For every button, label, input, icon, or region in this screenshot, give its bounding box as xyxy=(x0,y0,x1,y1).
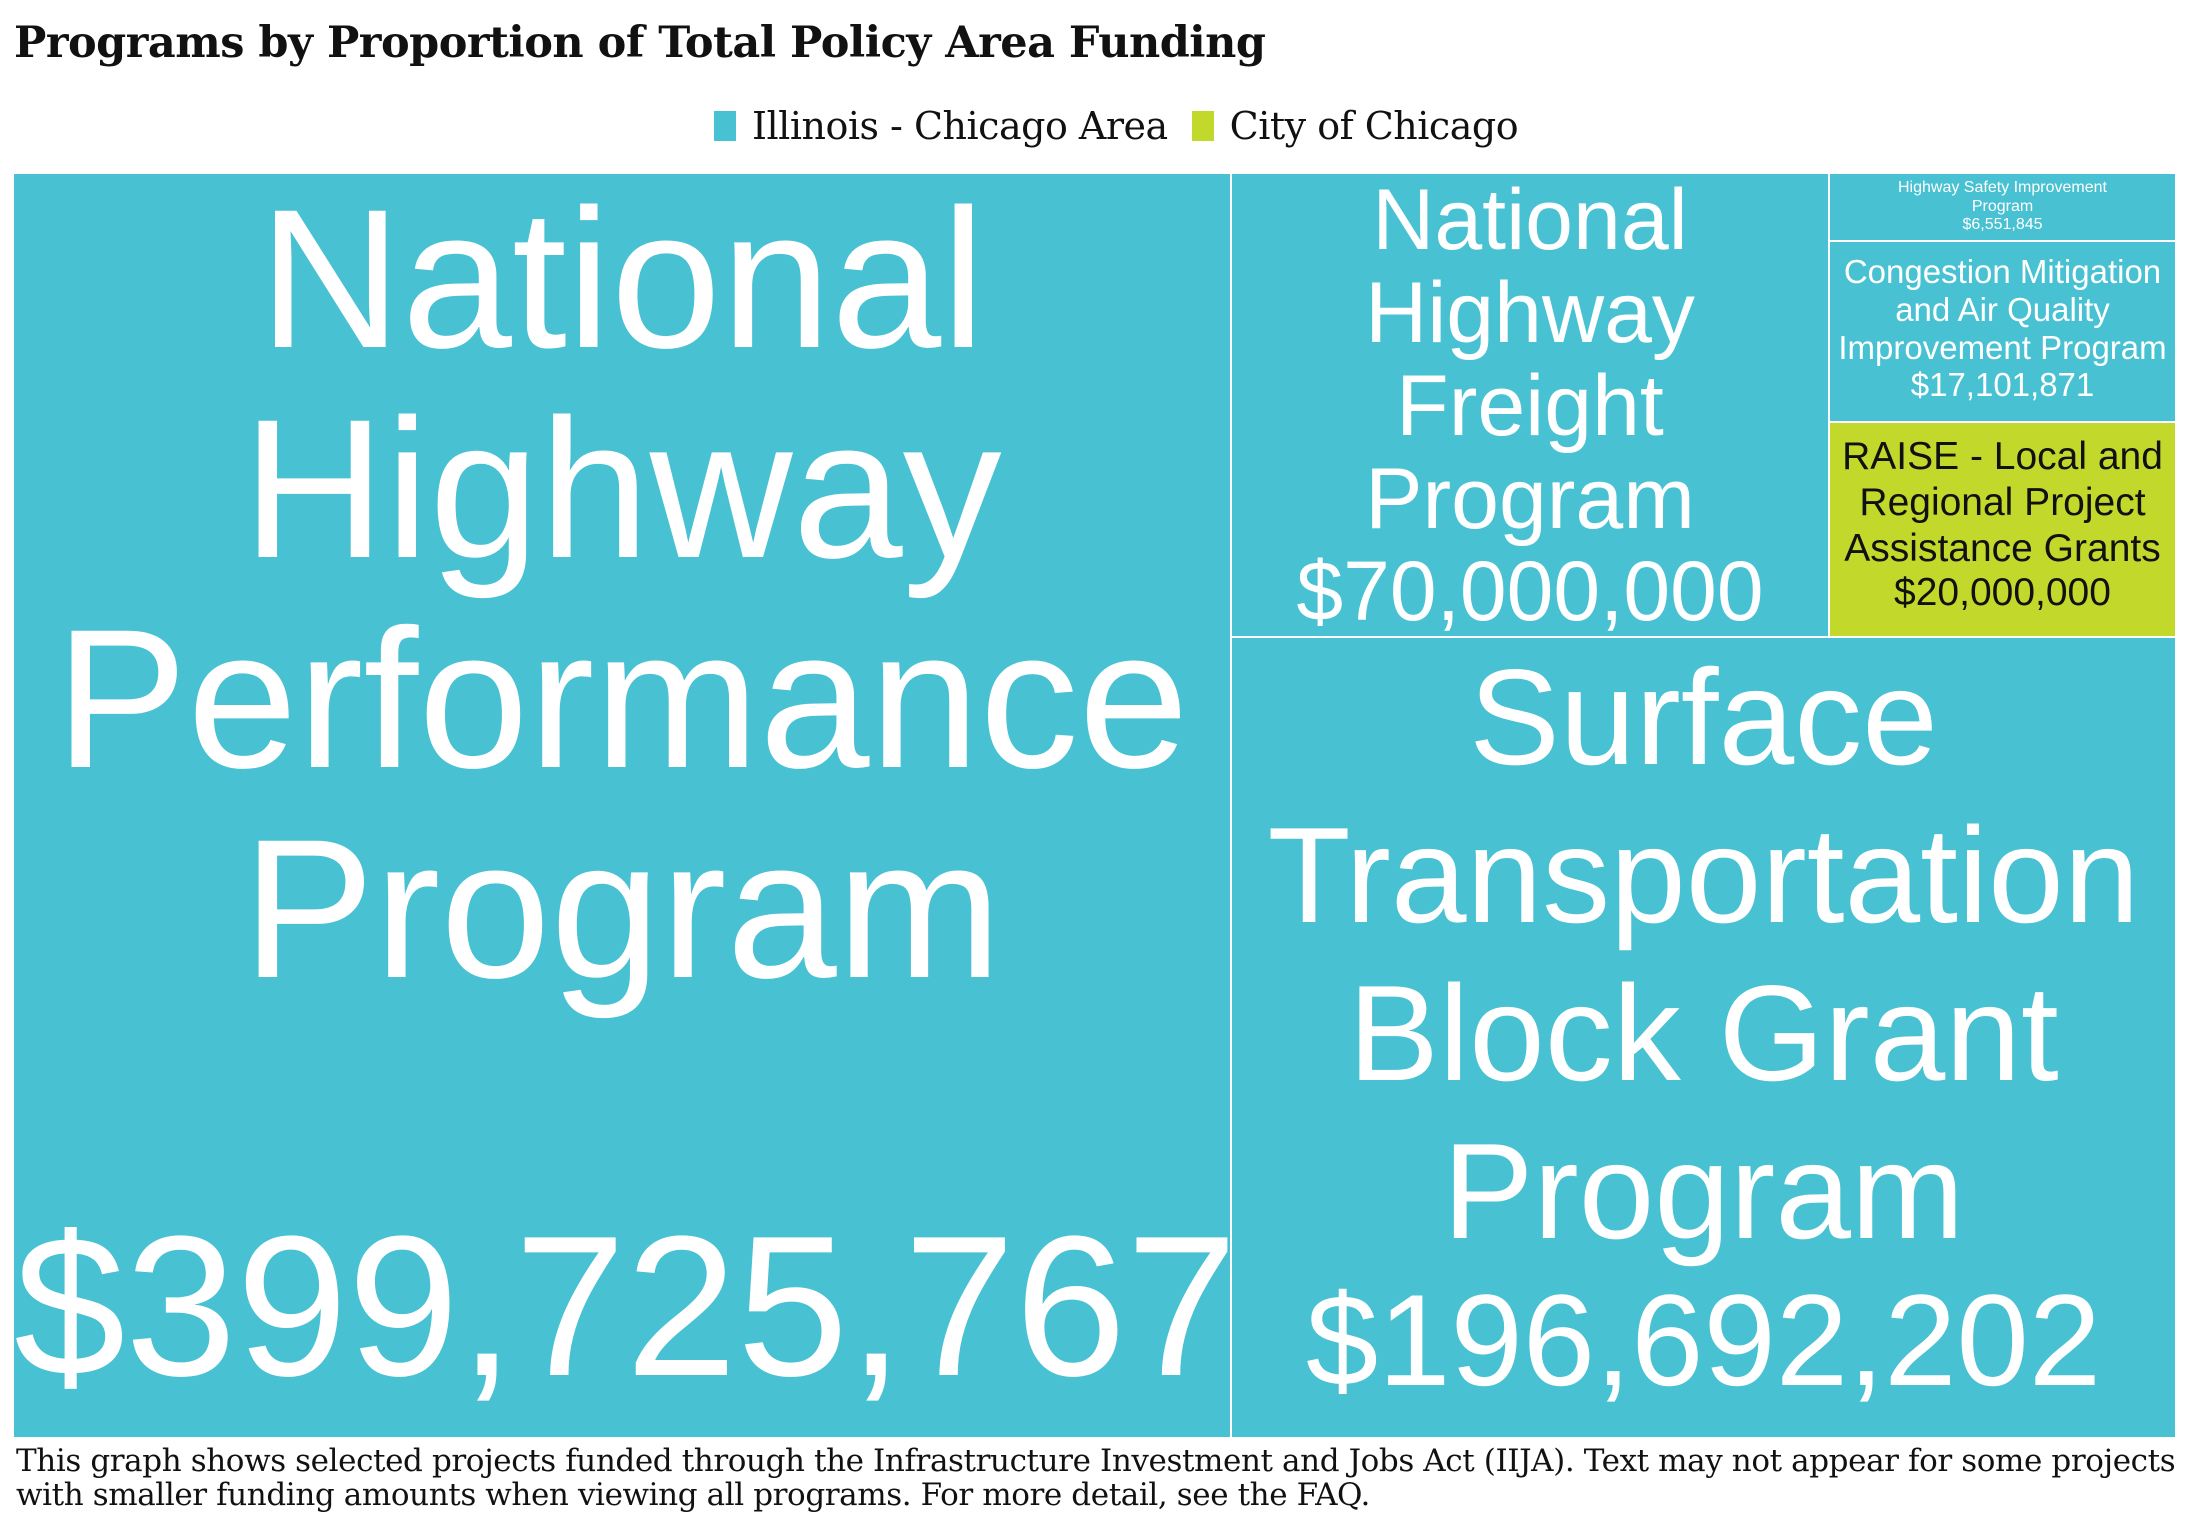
footnote: This graph shows selected projects funde… xyxy=(16,1444,2206,1512)
treemap-tile-name: Surface Transportation Block Grant Progr… xyxy=(1267,641,2140,1267)
footnote-line-1: This graph shows selected projects funde… xyxy=(16,1444,2176,1479)
treemap-tile-value: $17,101,871 xyxy=(1910,366,2095,403)
treemap-tile-name: RAISE - Local and Regional Project Assis… xyxy=(1842,435,2163,570)
treemap-tile[interactable]: National Highway Performance Program $399… xyxy=(14,174,1230,1437)
treemap-tile-value: $399,725,767 xyxy=(14,1195,1230,1418)
treemap-plot: National Highway Performance Program $399… xyxy=(14,174,2175,1437)
legend-label-city-of-chicago: City of Chicago xyxy=(1229,104,1519,148)
treemap-tile-value: $20,000,000 xyxy=(1894,571,2111,614)
legend-item-illinois[interactable]: Illinois - Chicago Area xyxy=(714,104,1168,148)
legend-swatch-city-of-chicago xyxy=(1191,111,1214,141)
legend-label-illinois: Illinois - Chicago Area xyxy=(752,104,1168,148)
treemap-tile[interactable]: Congestion Mitigation and Air Quality Im… xyxy=(1830,242,2175,421)
legend-item-city-of-chicago[interactable]: City of Chicago xyxy=(1191,104,1519,148)
treemap-tile-value: $196,692,202 xyxy=(1305,1267,2102,1413)
treemap-tile[interactable]: Surface Transportation Block Grant Progr… xyxy=(1232,638,2175,1437)
treemap-tile-value: $6,551,845 xyxy=(1962,216,2043,233)
treemap-tile[interactable]: RAISE - Local and Regional Project Assis… xyxy=(1830,423,2175,636)
legend-swatch-illinois xyxy=(714,111,736,141)
chart-legend: Illinois - Chicago Area City of Chicago xyxy=(714,100,1542,152)
footnote-line-2: with smaller funding amounts when viewin… xyxy=(16,1477,1370,1512)
treemap-tile[interactable]: National Highway Freight Program $70,000,… xyxy=(1232,174,1828,636)
treemap-tile-name: Highway Safety Improvement Program xyxy=(1898,179,2107,215)
chart-title: Programs by Proportion of Total Policy A… xyxy=(14,18,1266,68)
treemap-tile[interactable]: Highway Safety Improvement Program $6,551… xyxy=(1830,174,2175,240)
treemap-tile-name: National Highway Performance Program xyxy=(55,174,1189,1019)
treemap-tile-name: National Highway Freight Program xyxy=(1365,174,1695,547)
treemap-tile-value: $70,000,000 xyxy=(1296,544,1764,637)
treemap-tile-name: Congestion Mitigation and Air Quality Im… xyxy=(1838,253,2167,366)
